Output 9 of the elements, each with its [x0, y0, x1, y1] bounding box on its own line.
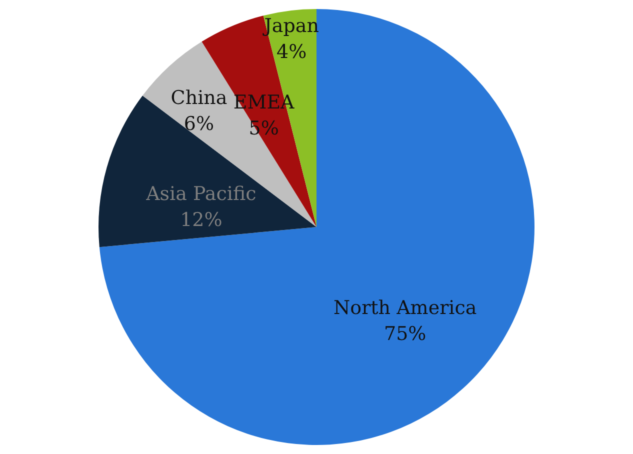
data-label: 6%: [184, 113, 214, 136]
data-label: 4%: [276, 40, 307, 63]
slice-label: China: [170, 87, 228, 110]
data-label: 75%: [384, 322, 426, 345]
slice-label: North America: [334, 296, 477, 319]
pie-slice: [99, 9, 534, 445]
slice-label: Asia Pacific: [145, 183, 256, 206]
pie-slice: [142, 42, 316, 227]
data-label: 12%: [180, 209, 222, 232]
